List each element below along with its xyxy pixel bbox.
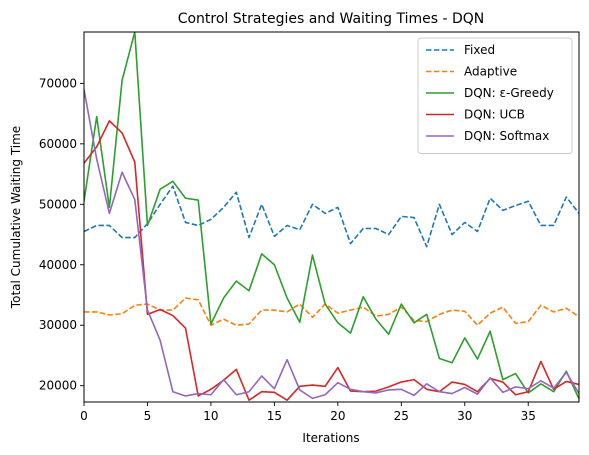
series-line-2 <box>84 32 579 400</box>
legend-box <box>417 37 573 154</box>
y-tick-label: 70000 <box>39 76 77 90</box>
x-tick-label: 35 <box>521 409 536 423</box>
x-tick-label: 15 <box>267 409 282 423</box>
series-line-0 <box>84 185 579 248</box>
legend-label: Fixed <box>464 43 495 57</box>
x-tick-label: 30 <box>457 409 472 423</box>
y-tick-label: 40000 <box>39 258 77 272</box>
plot-frame <box>83 31 580 403</box>
series-line-3 <box>84 120 579 401</box>
legend: Fixed Adaptive DQN: ε-Greedy DQN: UCB DQN: S… <box>417 37 573 154</box>
legend-label: DQN: UCB <box>464 108 525 122</box>
legend-label: DQN: Softmax <box>464 129 549 143</box>
x-tick-label: 25 <box>394 409 409 423</box>
x-axis-label: Iterations <box>302 431 359 445</box>
series-layer <box>84 32 579 401</box>
x-tick-label: 5 <box>144 409 152 423</box>
y-axis: 20000 30000 40000 50000 60000 70000 <box>39 76 84 393</box>
x-tick-label: 20 <box>330 409 345 423</box>
x-axis: 0 5 10 15 20 25 30 35 <box>80 402 536 423</box>
legend-label: Adaptive <box>464 65 517 79</box>
series-line-4 <box>84 88 579 400</box>
y-tick-label: 20000 <box>39 379 77 393</box>
x-tick-label: 10 <box>203 409 218 423</box>
chart-title: Control Strategies and Waiting Times - D… <box>178 11 485 27</box>
y-tick-label: 50000 <box>39 197 77 211</box>
series-line-1 <box>84 297 579 327</box>
legend-label: DQN: ε-Greedy <box>464 86 554 100</box>
y-tick-label: 30000 <box>39 318 77 332</box>
y-axis-label: Total Cumulative Waiting Time <box>9 126 23 309</box>
x-tick-label: 0 <box>80 409 88 423</box>
y-tick-label: 60000 <box>39 137 77 151</box>
